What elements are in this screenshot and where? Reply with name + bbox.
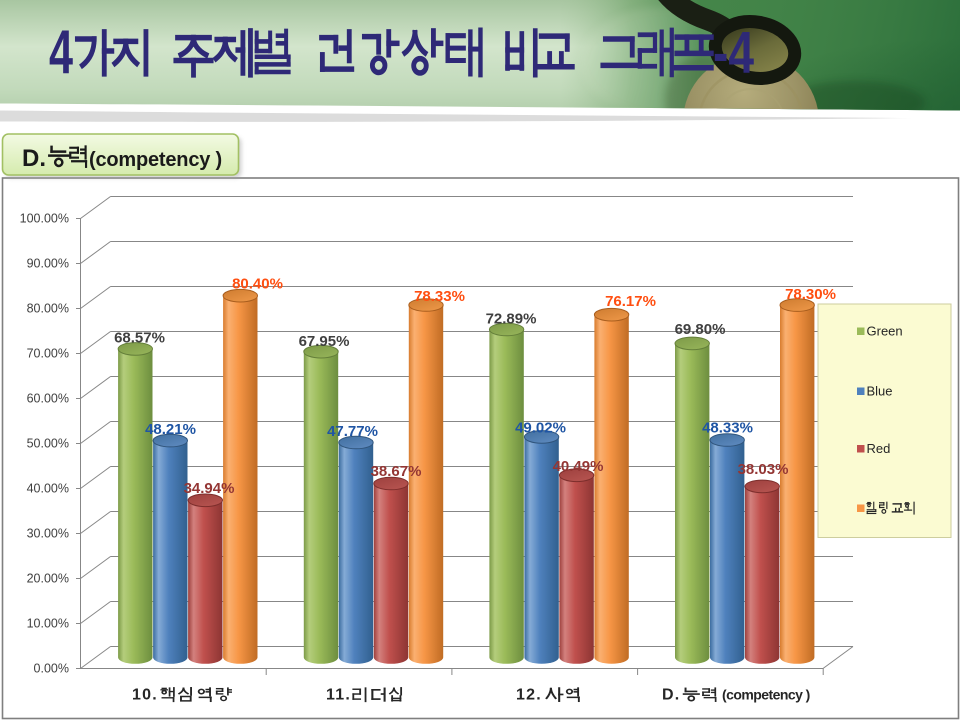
svg-text:49.02%: 49.02% [515,420,566,437]
svg-text:10.00%: 10.00% [27,617,69,631]
svg-text:11.: 11. [326,687,351,704]
svg-text:D.: D. [662,687,680,704]
svg-text:12.: 12. [516,687,542,704]
svg-text:Red: Red [867,441,891,456]
svg-text:80.00%: 80.00% [27,302,69,316]
svg-text:-4: -4 [713,20,754,86]
svg-text:70.00%: 70.00% [27,347,69,361]
svg-text:10.: 10. [132,687,158,704]
svg-text:78.30%: 78.30% [785,286,836,303]
svg-text:48.33%: 48.33% [702,420,753,437]
svg-text:68.57%: 68.57% [114,330,165,347]
svg-text:50.00%: 50.00% [27,437,69,451]
svg-text:0.00%: 0.00% [34,662,69,676]
svg-text:(competency ): (competency ) [722,687,810,703]
svg-text:40.49%: 40.49% [553,458,604,475]
svg-text:69.80%: 69.80% [675,321,726,338]
svg-text:38.03%: 38.03% [738,461,789,478]
svg-text:60.00%: 60.00% [27,392,69,406]
svg-text:Blue: Blue [867,384,893,399]
svg-text:90.00%: 90.00% [27,257,69,271]
svg-text:40.00%: 40.00% [27,482,69,496]
svg-text:20.00%: 20.00% [27,572,69,586]
svg-text:34.94%: 34.94% [184,480,235,497]
svg-text:Green: Green [867,324,903,339]
svg-text:30.00%: 30.00% [27,527,69,541]
svg-text:48.21%: 48.21% [145,421,196,438]
svg-text:67.95%: 67.95% [299,333,350,350]
svg-text:47.77%: 47.77% [327,423,378,440]
svg-text:38.67%: 38.67% [371,463,422,480]
svg-text:(competency ): (competency ) [89,149,222,171]
svg-text:76.17%: 76.17% [605,293,656,310]
svg-text:72.89%: 72.89% [486,311,537,328]
svg-text:100.00%: 100.00% [20,212,69,226]
svg-text:78.33%: 78.33% [414,288,465,305]
svg-text:4: 4 [49,18,73,87]
svg-text:80.40%: 80.40% [232,276,283,293]
svg-text:D.: D. [22,145,46,172]
